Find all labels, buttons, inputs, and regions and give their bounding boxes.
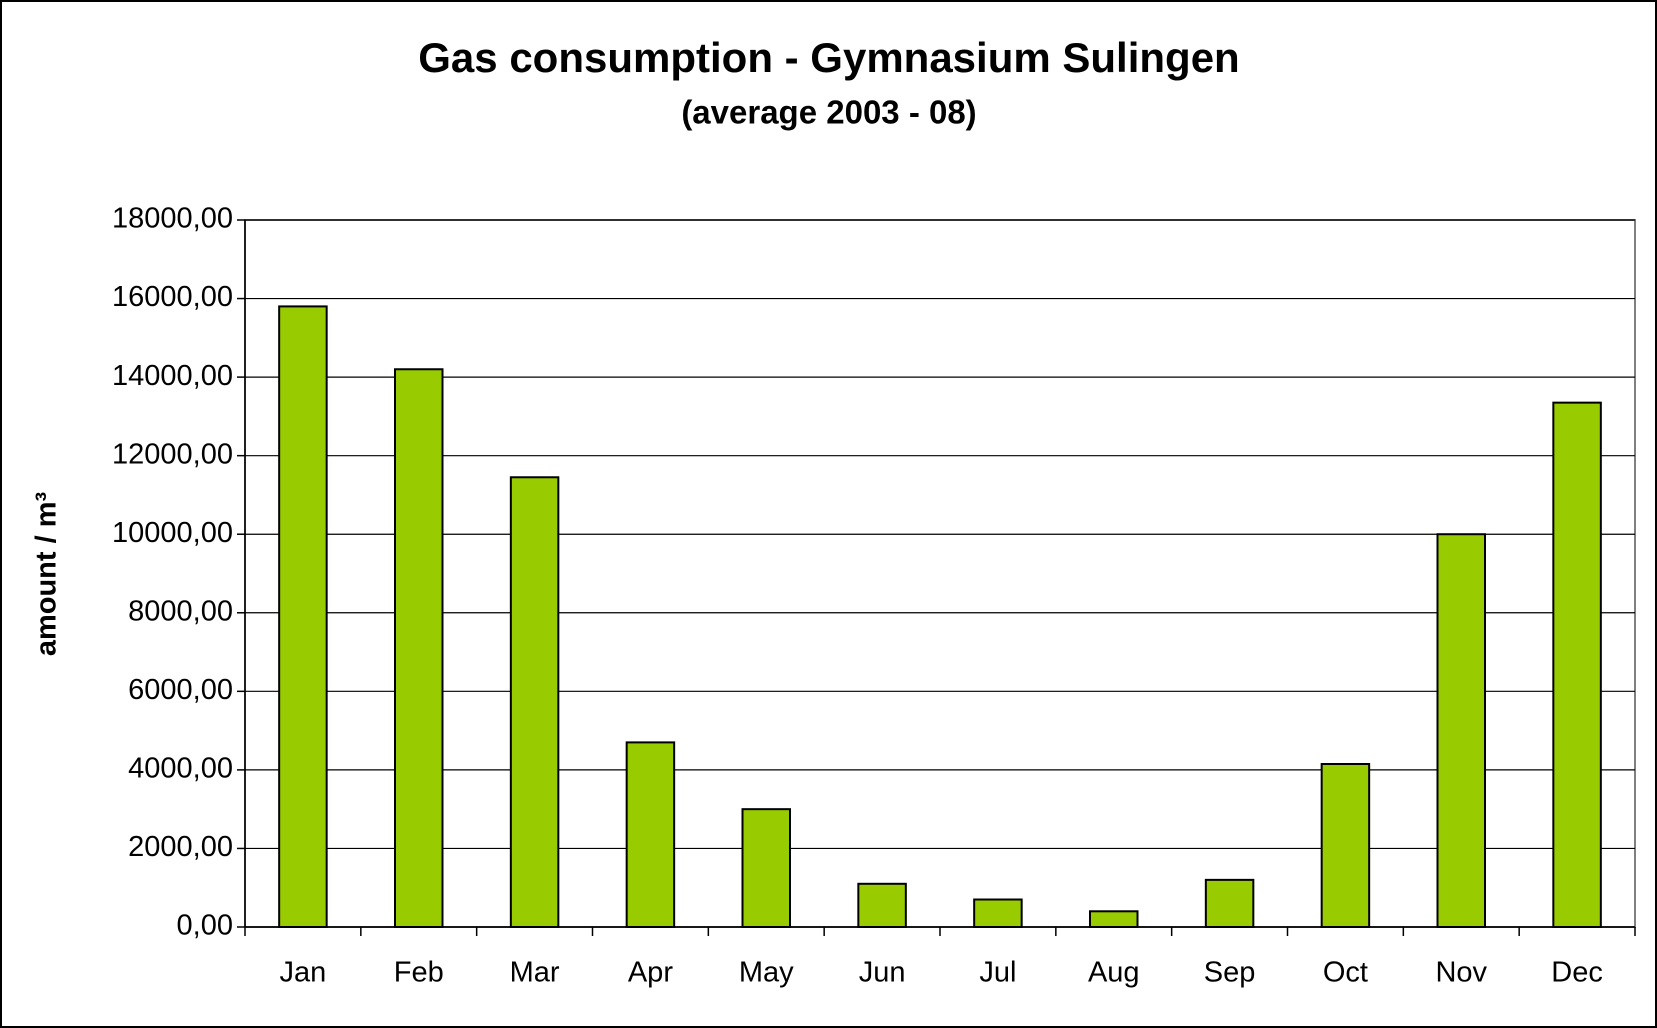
x-tick-label: Jan xyxy=(280,957,327,989)
y-tick-label: 18000,00 xyxy=(112,203,233,235)
bar xyxy=(394,368,444,928)
bar xyxy=(741,808,791,929)
x-tick-label: Mar xyxy=(510,957,560,989)
x-tick-label: Feb xyxy=(394,957,444,989)
bar xyxy=(1436,533,1486,928)
y-tick-label: 14000,00 xyxy=(112,360,233,392)
bar xyxy=(857,882,907,928)
y-tick-label: 10000,00 xyxy=(112,517,233,549)
chart-title: Gas consumption - Gymnasium Sulingen xyxy=(418,34,1239,81)
chart-subtitle: (average 2003 - 08) xyxy=(681,94,976,131)
y-tick-label: 16000,00 xyxy=(112,281,233,313)
x-tick-label: Nov xyxy=(1435,957,1487,989)
y-tick-label: 12000,00 xyxy=(112,438,233,470)
bar xyxy=(1204,878,1255,928)
x-tick-label: May xyxy=(739,957,794,989)
bar xyxy=(973,898,1023,928)
x-tick-label: Apr xyxy=(628,957,673,989)
y-tick-label: 2000,00 xyxy=(128,831,233,863)
y-tick-label: 6000,00 xyxy=(128,674,233,706)
bar xyxy=(1320,762,1371,928)
bar xyxy=(1089,910,1139,928)
x-tick-label: Jun xyxy=(859,957,906,989)
y-tick-label: 4000,00 xyxy=(128,753,233,785)
y-tick-label: 8000,00 xyxy=(128,595,233,627)
x-tick-label: Jul xyxy=(979,957,1016,989)
x-tick-label: Sep xyxy=(1204,957,1256,989)
x-tick-label: Aug xyxy=(1088,957,1140,989)
bar xyxy=(1552,401,1602,928)
y-axis-label: amount / m³ xyxy=(31,492,63,657)
y-tick-label: 0,00 xyxy=(177,910,233,942)
x-tick-label: Dec xyxy=(1551,957,1603,989)
bar xyxy=(278,305,328,928)
bar xyxy=(625,741,676,929)
bar xyxy=(509,476,560,928)
x-tick-label: Oct xyxy=(1323,957,1368,989)
